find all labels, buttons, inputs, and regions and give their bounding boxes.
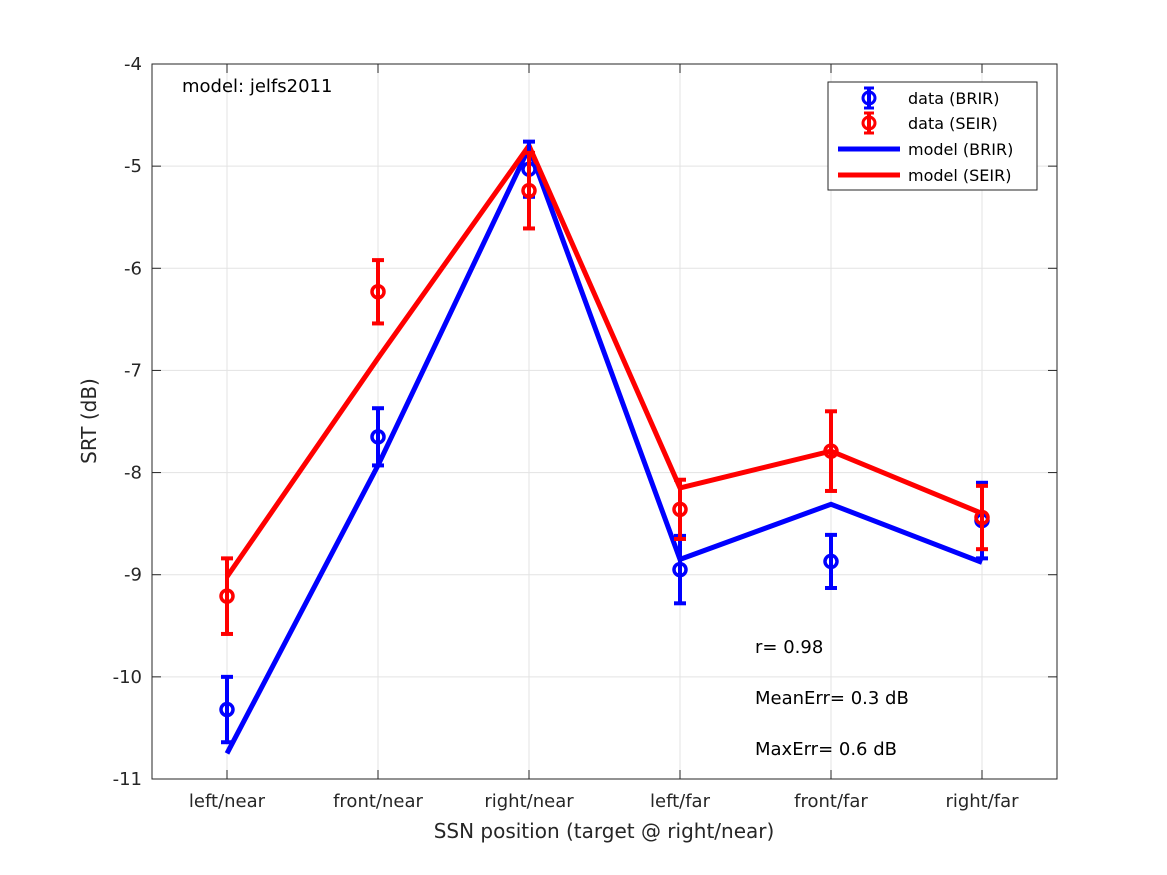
x-tick-label: left/near [189,791,266,812]
x-tick-label: front/far [794,791,868,812]
legend-marker [861,115,877,131]
x-tick-label: right/near [484,791,574,812]
data-marker [974,509,990,526]
y-tick-label: -11 [113,769,142,790]
legend-entry-model-seir-: model (SEIR) [838,166,1012,185]
legend-label: model (BRIR) [908,140,1013,159]
data-point-data-brir- [823,532,839,590]
legend-entry-data-seir-: data (SEIR) [861,111,998,135]
series-line-model-seir- [224,140,983,579]
y-tick-label: -10 [113,667,142,688]
data-point-data-brir- [219,674,235,745]
plot-area-frame [151,63,1058,780]
annotation-max-err: MaxErr= 0.6 dB [755,739,897,760]
data-marker [219,588,235,604]
y-tick-label: -9 [124,565,142,586]
data-marker [823,443,839,459]
legend: data (BRIR) data (SEIR) model (BRIR) model … [827,81,1038,191]
axes: left/near front/near right/near left/far fro… [113,54,1057,812]
annotation-mean-err: MeanErr= 0.3 dB [755,688,909,709]
data-point-data-seir- [974,483,990,552]
y-tick-label: -4 [124,54,142,75]
annotation-r: r= 0.98 [755,637,823,658]
y-tick-label: -7 [124,360,142,381]
data-marker [823,553,839,570]
model-lines [224,140,983,755]
data-errorbars [219,139,990,745]
y-tick-label: -6 [124,258,142,279]
x-tick-label: right/far [945,791,1019,812]
data-marker [219,701,235,718]
x-axis-label: SSN position (target @ right/near) [434,819,775,843]
series-line-model-brir- [224,141,983,755]
legend-label: data (BRIR) [908,89,1000,108]
data-point-data-brir- [370,406,386,468]
legend-label: model (SEIR) [908,166,1012,185]
data-point-data-seir- [521,150,537,231]
legend-marker [861,90,877,106]
legend-entry-data-brir-: data (BRIR) [861,86,1000,110]
legend-entry-model-brir-: model (BRIR) [838,140,1013,159]
data-marker [370,284,386,300]
legend-label: data (SEIR) [908,114,998,133]
y-axis-label: SRT (dB) [77,378,101,464]
data-marker [521,182,537,199]
data-marker [672,501,688,518]
data-marker [672,561,688,578]
y-tick-label: -8 [124,463,142,484]
data-point-data-seir- [672,477,688,541]
data-point-data-seir- [219,556,235,636]
annotation-model: model: jelfs2011 [182,76,332,97]
data-marker [370,429,386,445]
data-point-data-seir- [370,258,386,326]
x-tick-label: front/near [333,791,423,812]
data-point-data-seir- [823,409,839,493]
x-tick-label: left/far [650,791,711,812]
y-tick-label: -5 [124,156,142,177]
